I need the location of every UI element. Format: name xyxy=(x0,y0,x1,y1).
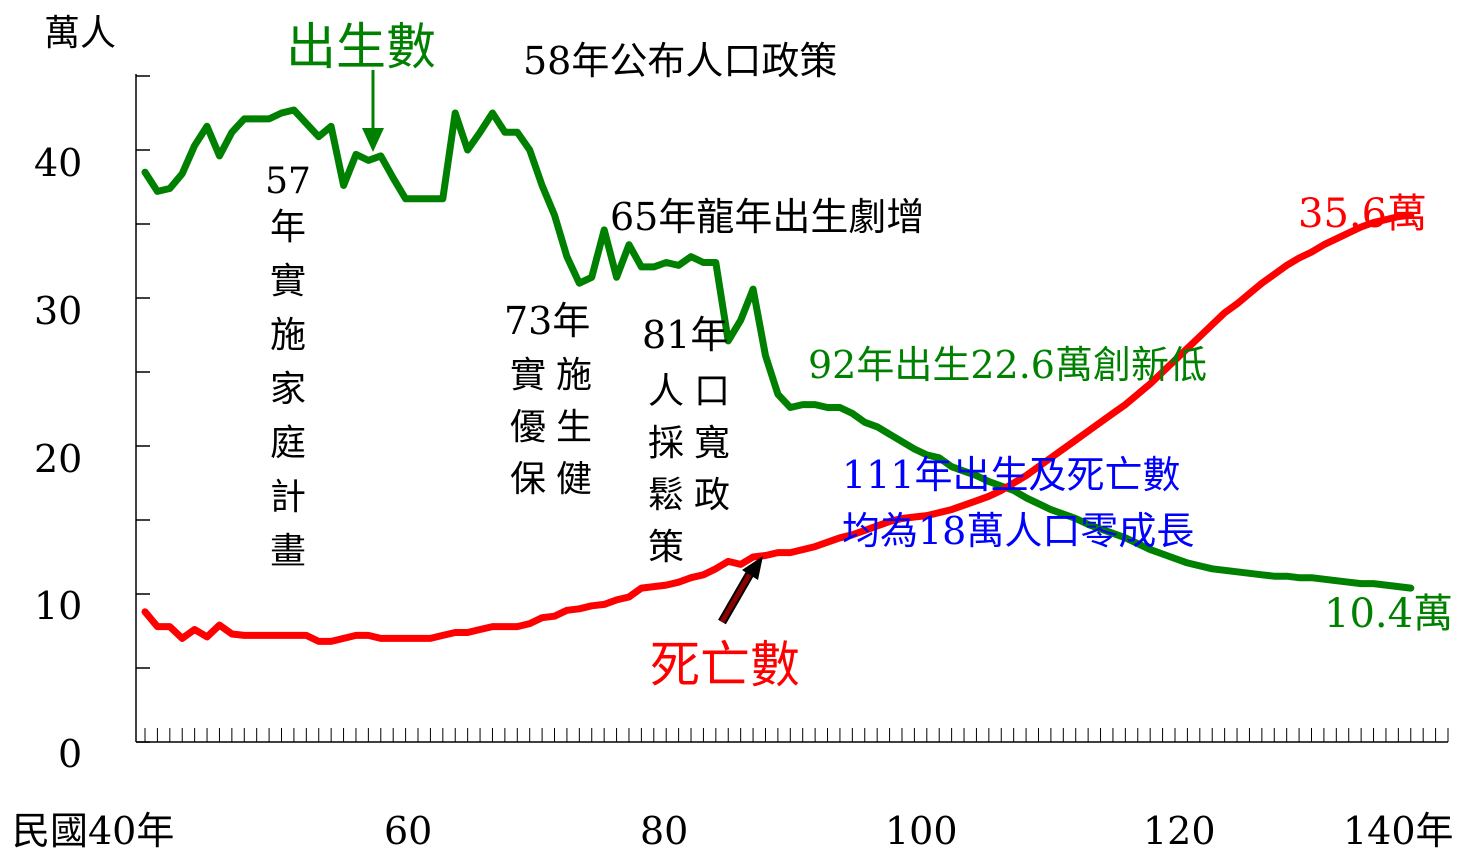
x-tick-label: 140年 xyxy=(1343,809,1454,853)
annotation-81-col2: 口 寬 政 xyxy=(690,374,734,514)
annotation-81-col1: 人 採 鬆 策 xyxy=(644,374,688,566)
series-layer xyxy=(141,106,1415,645)
annotation-57-char: 庭 xyxy=(269,423,306,464)
axes xyxy=(135,74,1448,743)
annotation-73-char: 優 xyxy=(509,407,546,448)
annotation-57-number: 57 xyxy=(265,161,311,202)
x-tick-label: 60 xyxy=(384,809,433,853)
annotation-81-char: 口 xyxy=(693,371,730,412)
y-unit-label: 萬人 xyxy=(44,13,117,54)
x-minor-ticks xyxy=(144,728,1449,742)
annotation-58: 58年公布人口政策 xyxy=(523,39,838,83)
annotation-57-char: 施 xyxy=(269,315,306,356)
annotation-57: 57 年 實 施 家 庭 計 畫 xyxy=(262,164,314,570)
annotation-81-year: 81年 xyxy=(642,313,729,357)
y-tick-label: 20 xyxy=(34,437,83,481)
births-line xyxy=(141,106,1415,592)
annotation-57-char: 實 xyxy=(269,261,306,302)
annotation-81-char: 人 xyxy=(647,371,684,412)
annotation-65: 65年龍年出生劇增 xyxy=(610,195,925,239)
deaths-series-label: 死亡數 xyxy=(650,636,800,694)
deaths-line xyxy=(141,211,1415,645)
annotation-73-year: 73年 xyxy=(504,299,591,343)
annotation-81-char: 寬 xyxy=(693,423,730,464)
annotation-73-col2: 施 生 健 xyxy=(552,358,596,498)
annotation-57-char: 年 xyxy=(269,207,306,248)
annotation-73-char: 施 xyxy=(555,355,592,396)
annotation-73-char: 實 xyxy=(509,355,546,396)
x-tick-label: 民國40年 xyxy=(12,809,175,853)
annotation-73-col1: 實 優 保 xyxy=(506,358,550,498)
end-label-births: 10.4萬 xyxy=(1324,591,1454,637)
annotation-81-char: 鬆 xyxy=(647,475,684,516)
deaths-arrow-inner xyxy=(719,568,755,624)
arrows xyxy=(362,70,763,625)
annotation-73-char: 生 xyxy=(555,407,592,448)
annotation-92: 92年出生22.6萬創新低 xyxy=(808,343,1207,387)
annotation-73-char: 保 xyxy=(509,459,546,500)
annotation-57-char: 家 xyxy=(269,369,306,410)
annotation-111-line2: 均為18萬人口零成長 xyxy=(842,509,1195,553)
births-arrow-head xyxy=(362,128,384,152)
deaths-arrow-head xyxy=(742,556,763,580)
annotation-57-char: 計 xyxy=(269,477,306,518)
y-tick-label: 40 xyxy=(34,141,83,185)
annotation-81-char: 政 xyxy=(693,475,730,516)
end-label-deaths: 35.6萬 xyxy=(1298,191,1428,237)
y-tick-label: 10 xyxy=(34,584,83,628)
annotation-81-char: 採 xyxy=(647,423,684,464)
x-tick-label: 120 xyxy=(1143,809,1216,853)
y-tick-label: 0 xyxy=(58,732,83,776)
annotation-57-char: 畫 xyxy=(269,531,306,572)
annotation-73-char: 健 xyxy=(555,459,592,500)
annotation-111-line1: 111年出生及死亡數 xyxy=(842,453,1181,497)
x-tick-label: 100 xyxy=(885,809,958,853)
y-tick-label: 30 xyxy=(34,289,83,333)
x-tick-label: 80 xyxy=(640,809,689,853)
births-series-label: 出生數 xyxy=(286,18,436,76)
annotation-81-char: 策 xyxy=(647,527,684,568)
